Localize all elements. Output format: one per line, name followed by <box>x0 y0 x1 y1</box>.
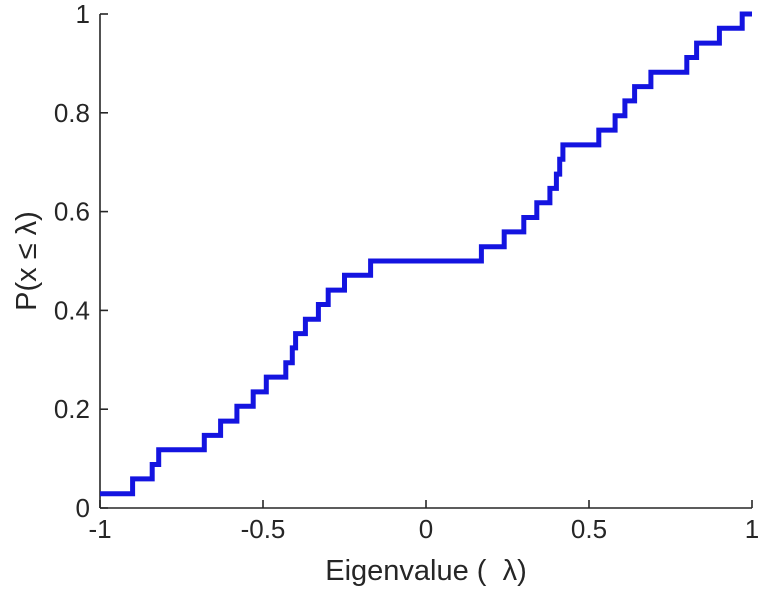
x-tick-label: 0.5 <box>571 514 607 544</box>
y-tick-label: 1 <box>76 0 90 29</box>
x-tick-label: -0.5 <box>241 514 286 544</box>
x-tick-label: -1 <box>88 514 111 544</box>
tick-labels: -1 -0.5 0 0.5 1 0 0.2 0.4 0.6 0.8 1 <box>54 0 759 544</box>
y-tick-label: 0 <box>76 493 90 523</box>
x-tick-label: 0 <box>419 514 433 544</box>
y-tick-label: 0.6 <box>54 197 90 227</box>
y-tick-label: 0.2 <box>54 394 90 424</box>
y-tick-label: 0.8 <box>54 98 90 128</box>
axes <box>99 13 753 509</box>
y-tick-label: 0.4 <box>54 295 90 325</box>
x-tick-label: 1 <box>745 514 759 544</box>
y-axis-label: P(x ≤ λ) <box>11 211 43 311</box>
ecdf-step-line <box>100 11 752 497</box>
x-axis-label: Eigenvalue ( λ) <box>325 555 527 587</box>
